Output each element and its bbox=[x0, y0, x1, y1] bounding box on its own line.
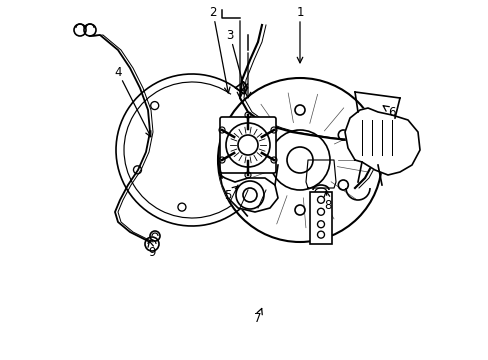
Text: 8: 8 bbox=[324, 198, 331, 212]
Polygon shape bbox=[345, 108, 419, 175]
Text: 6: 6 bbox=[387, 105, 395, 118]
Text: 7: 7 bbox=[254, 311, 261, 324]
Text: 5: 5 bbox=[224, 189, 231, 202]
FancyBboxPatch shape bbox=[220, 117, 275, 173]
Polygon shape bbox=[220, 175, 278, 212]
Text: 3: 3 bbox=[226, 28, 233, 41]
Text: 1: 1 bbox=[296, 5, 303, 18]
Bar bbox=[309, 192, 331, 244]
Text: 2: 2 bbox=[209, 5, 216, 18]
Text: 9: 9 bbox=[148, 246, 156, 258]
Text: 4: 4 bbox=[114, 66, 122, 78]
